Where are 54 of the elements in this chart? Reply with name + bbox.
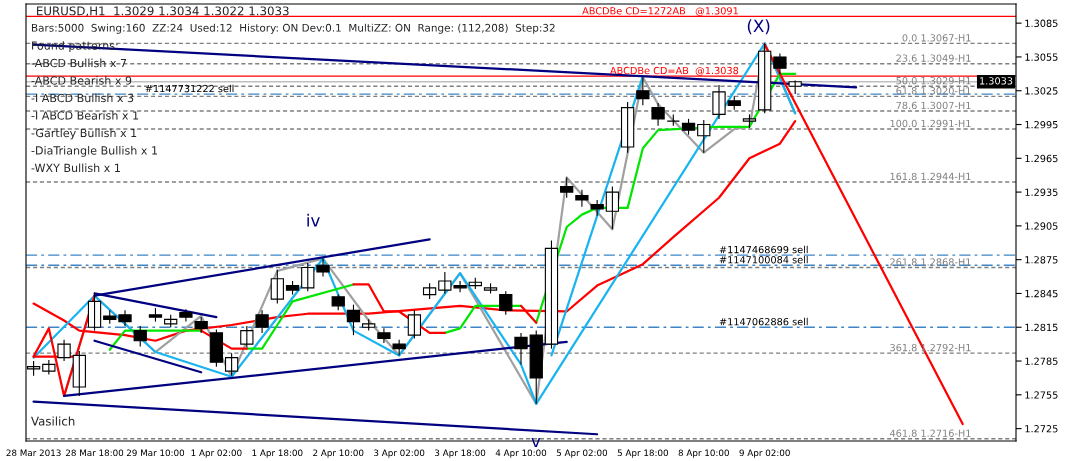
x-tick-label: 3 Apr 18:00 <box>435 449 486 458</box>
x-tick-label: 28 Mar 18:00 <box>65 449 124 457</box>
annotation: -WXY Bullish x 1 <box>31 163 120 173</box>
annotation: -DiaTriangle Bullish x 1 <box>31 146 158 157</box>
x-tick-label: 3 Apr 02:00 <box>374 449 425 458</box>
y-tick-label: 1.2815 <box>1025 323 1058 332</box>
chart-title: EURUSD,H1 1.3029 1.3034 1.3022 1.3033 <box>37 6 289 17</box>
annotation: -I ABCD Bearish x 1 <box>31 111 139 120</box>
ref-line-label: ABCDBe CD=AB @1.3038 <box>610 66 739 76</box>
y-tick-label: 1.2875 <box>1025 256 1058 264</box>
annotation: v <box>531 437 541 448</box>
x-tick-label: 28 Mar 2013 <box>6 449 61 457</box>
y-tick-label: 1.3055 <box>1025 53 1058 61</box>
x-tick-label: 5 Apr 02:00 <box>556 449 608 458</box>
x-tick-label: 9 Apr 02:00 <box>739 449 790 458</box>
ref-line-label: 161.8 1.2944-H1 <box>890 172 971 181</box>
y-tick-label: 1.3085 <box>1025 19 1058 27</box>
x-tick-label: 2 Apr 10:00 <box>313 449 364 458</box>
annotation: iv <box>307 213 320 227</box>
x-tick-label: 1 Apr 18:00 <box>252 449 303 458</box>
ref-line-label: #1147468699 sell <box>719 245 808 254</box>
x-tick-label: 5 Apr 18:00 <box>617 449 669 458</box>
x-tick-label: 1 Apr 02:00 <box>191 449 242 458</box>
y-tick-label: 1.2905 <box>1025 222 1058 230</box>
annotation: -Gartley Bullish x 1 <box>31 128 137 140</box>
x-tick-label: 8 Apr 10:00 <box>678 449 729 458</box>
ref-line-label: 50.0 1.3029-H1 <box>896 76 971 85</box>
annotation: -ABCD Bearish x 9 <box>31 76 132 85</box>
x-tick-label: 4 Apr 10:00 <box>495 449 547 458</box>
ref-line-label: 23.6 1.3049-H1 <box>896 54 971 62</box>
annotation: Vasilich <box>31 416 75 426</box>
ref-line-label: 100.0 1.2991-H1 <box>890 119 971 128</box>
annotation: (X) <box>747 19 770 35</box>
y-tick-label: 1.2995 <box>1025 120 1058 129</box>
y-tick-label: 1.2965 <box>1025 154 1058 163</box>
y-tick-label: 1.3025 <box>1025 87 1058 95</box>
annotation: -ABCD Bullish x 7 <box>31 58 127 68</box>
y-tick-label: 1.2845 <box>1025 289 1058 298</box>
y-tick-label: 1.2935 <box>1025 188 1058 196</box>
ref-line-label: 261.8 1.2868-H1 <box>890 258 971 266</box>
ref-line-label: 61.8 1.3020-H1 <box>896 87 971 95</box>
ref-line-label: #1147731222 sell <box>145 84 234 93</box>
ref-line-label: 0.0 1.3067-H1 <box>902 34 971 42</box>
y-tick-label: 1.2725 <box>1025 425 1058 433</box>
ref-line-label: #1147100084 sell <box>719 255 808 264</box>
ref-line-label: ABCDBe CD=1272AB @1.3091 <box>582 7 738 17</box>
ref-line-label: 1.3033 <box>980 77 1013 85</box>
ref-line-label: 78.6 1.3007-H1 <box>896 101 971 110</box>
ref-line-label: 461.8 1.2716-H1 <box>889 429 971 437</box>
y-tick-label: 1.2755 <box>1025 391 1058 399</box>
ref-line-label: #1147062886 sell <box>719 317 808 326</box>
text: Bars:5000 Swing:160 ZZ:24 Used:12 History: ON Dev:0.1 MultiZZ: ON Range: (112,208) Step:32 <box>31 23 555 34</box>
x-tick-label: 29 Mar 10:00 <box>126 449 185 457</box>
y-tick-label: 1.2785 <box>1025 357 1058 365</box>
